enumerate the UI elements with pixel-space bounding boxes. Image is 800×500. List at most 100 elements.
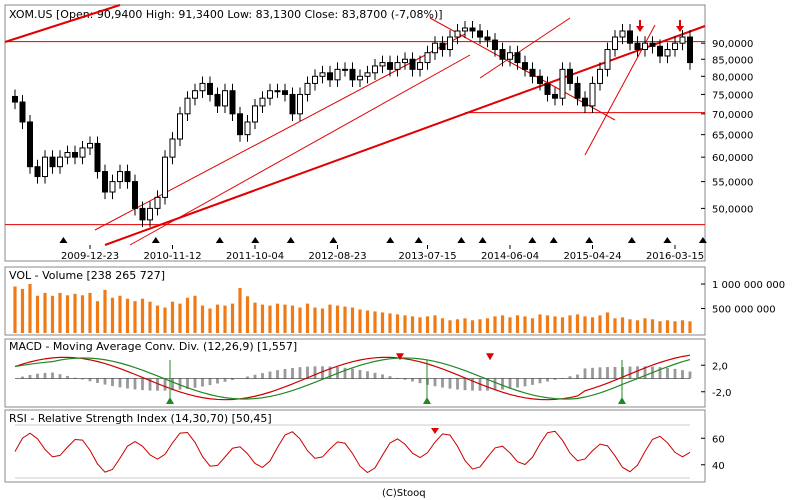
candle-body xyxy=(649,42,656,47)
macd-hist-bar xyxy=(553,378,557,380)
signal-triangle xyxy=(251,237,260,243)
signal-triangle xyxy=(698,237,707,243)
candle-body xyxy=(139,207,146,221)
volume-bar xyxy=(538,314,542,333)
macd-hist-bar xyxy=(411,378,414,382)
candle-body xyxy=(627,30,633,44)
rsi-line xyxy=(14,430,691,474)
candle-body xyxy=(387,62,393,70)
macd-hist-bar xyxy=(73,377,77,379)
candle-body xyxy=(109,181,116,193)
macd-hist-bar xyxy=(81,378,84,380)
volume-bar xyxy=(13,286,17,333)
macd-hist-bar xyxy=(313,366,317,379)
candle-body xyxy=(177,113,183,140)
macd-title: MACD - Moving Average Conv. Div. (12,26,… xyxy=(9,340,297,353)
volume-bar xyxy=(650,319,655,333)
candle-body xyxy=(357,75,363,81)
macd-hist-bar xyxy=(231,378,234,381)
rsi-panel xyxy=(4,409,706,483)
candle-body xyxy=(589,82,596,107)
macd-hist-bar xyxy=(636,366,639,379)
macd-hist-bar xyxy=(351,368,354,379)
candle-body xyxy=(124,171,131,183)
y-tick-label: 55,0000 xyxy=(712,178,753,189)
macd-buy-marker xyxy=(166,397,174,404)
volume-bar xyxy=(275,303,280,333)
macd-sell-marker xyxy=(486,353,494,361)
macd-hist-bar xyxy=(268,371,272,379)
macd-buy-marker xyxy=(423,397,431,404)
macd-sell-marker xyxy=(396,353,404,361)
volume-bar xyxy=(365,310,370,333)
macd-hist-bar xyxy=(486,378,489,391)
macd-hist-bar xyxy=(126,378,129,389)
volume-bar xyxy=(560,317,565,333)
volume-bar xyxy=(628,319,632,333)
candle-body xyxy=(199,82,206,92)
candle-body xyxy=(394,62,401,70)
volume-bar xyxy=(530,318,535,333)
volume-bar xyxy=(395,314,400,333)
volume-bar xyxy=(238,287,242,333)
x-tick-label: 2014-06-04 xyxy=(481,251,539,262)
candle-body xyxy=(469,27,476,32)
macd-hist-bar xyxy=(163,378,167,391)
volume-bar xyxy=(613,318,617,333)
candle-body xyxy=(619,30,626,38)
y-tick-label: 90,0000 xyxy=(712,39,753,50)
x-tick-label: 2010-11-12 xyxy=(143,251,201,262)
macd-hist-bar xyxy=(96,378,99,383)
candle-body xyxy=(544,82,551,95)
macd-hist-bar xyxy=(516,378,519,388)
candle-body xyxy=(462,27,468,32)
volume-bar xyxy=(290,305,295,333)
candle-body xyxy=(244,121,251,136)
macd-hist-bar xyxy=(201,378,204,387)
macd-line xyxy=(14,354,691,401)
volume-bar xyxy=(20,288,25,333)
macd-hist-bar xyxy=(283,368,287,379)
x-tick-label: 2012-08-23 xyxy=(308,251,366,262)
candle-body xyxy=(559,68,566,99)
channel-line xyxy=(479,17,571,79)
macd-hist-bar xyxy=(658,367,662,379)
macd-hist-bar xyxy=(141,378,144,391)
volume-bar xyxy=(575,314,580,333)
macd-hist-bar xyxy=(193,378,197,388)
candle-body xyxy=(672,42,678,51)
macd-hist-bar xyxy=(208,378,212,386)
price-panel xyxy=(4,4,706,262)
volume-bar xyxy=(245,296,250,333)
volume-bar xyxy=(28,284,32,333)
candle-body xyxy=(342,68,348,71)
candle-body xyxy=(687,36,693,64)
rsi-tick-label: 40 xyxy=(712,461,725,472)
macd-hist-bar xyxy=(576,374,579,379)
candle-body xyxy=(207,82,213,95)
volume-bar xyxy=(163,307,167,333)
volume-bar xyxy=(335,305,340,333)
volume-bar xyxy=(590,317,595,333)
volume-bar xyxy=(635,320,640,333)
copyright: (C)Stooq xyxy=(382,488,426,499)
candle-body xyxy=(499,49,506,60)
macd-hist-bar xyxy=(321,366,324,379)
y-tick-label: 75,0000 xyxy=(712,90,753,101)
candle-body xyxy=(484,36,491,41)
candle-body xyxy=(154,196,161,209)
x-tick-label: 2016-03-15 xyxy=(646,251,704,262)
signal-triangle xyxy=(151,237,160,243)
candle-body xyxy=(514,52,521,64)
volume-bar xyxy=(133,301,137,333)
macd-hist-bar xyxy=(456,378,459,390)
candle-body xyxy=(304,82,311,95)
macd-hist-bar xyxy=(546,378,549,382)
macd-hist-bar xyxy=(366,371,369,379)
x-tick-label: 2015-04-24 xyxy=(563,251,621,262)
candle-body xyxy=(229,90,236,115)
candle-body xyxy=(642,42,648,51)
candle-body xyxy=(72,152,78,158)
volume-bar xyxy=(65,295,70,333)
